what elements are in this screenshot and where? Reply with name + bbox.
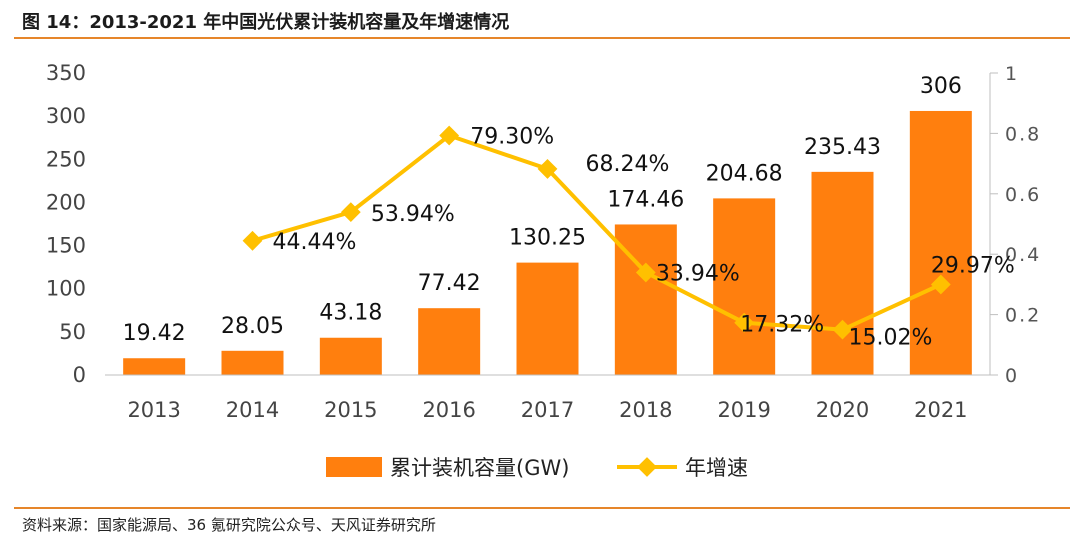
right-tick-label: 0.2	[1005, 305, 1041, 327]
left-tick-label: 200	[46, 190, 86, 214]
x-tick-label: 2020	[816, 398, 869, 422]
bar-value-label: 174.46	[607, 187, 684, 212]
left-tick-label: 100	[46, 277, 86, 301]
x-tick-label: 2014	[226, 398, 279, 422]
growth-marker	[930, 274, 951, 295]
bar-2020	[811, 171, 874, 375]
bar-value-label: 306	[920, 74, 962, 99]
x-tick-label: 2021	[914, 398, 967, 422]
x-tick-label: 2017	[521, 398, 574, 422]
bar-2019	[713, 198, 776, 375]
growth-value-label: 79.30%	[470, 125, 554, 150]
left-axis: 0 50 100 150 200 250 300 350	[46, 61, 86, 387]
growth-marker	[439, 125, 460, 146]
growth-value-label: 53.94%	[371, 202, 455, 227]
right-tick-label: 0.6	[1005, 184, 1041, 206]
legend-bar-label: 累计装机容量(GW)	[390, 456, 569, 480]
growth-value-label: 17.32%	[740, 313, 824, 338]
bar-2017	[516, 262, 579, 375]
source-rule	[14, 507, 1070, 509]
left-tick-label: 50	[59, 320, 86, 344]
bar-2021	[909, 110, 972, 376]
bar-value-label: 235.43	[804, 135, 881, 160]
left-tick-label: 150	[46, 234, 86, 258]
x-axis: 2013 2014 2015 2016 2017 2018 2019 2020 2021	[105, 374, 990, 422]
growth-labels: 44.44% 53.94% 79.30% 68.24% 33.94% 17.32% 15.0…	[273, 125, 1015, 351]
left-tick-label: 250	[46, 147, 86, 171]
x-tick-label: 2019	[717, 398, 770, 422]
source-note: 资料来源：国家能源局、36 氪研究院公众号、天风证券研究所	[22, 516, 436, 534]
bar-value-label: 204.68	[706, 161, 783, 186]
legend-line-marker	[637, 457, 657, 477]
legend-bar-swatch	[326, 457, 382, 477]
growth-marker	[635, 262, 656, 283]
growth-marker	[832, 319, 853, 340]
bar-value-label: 43.18	[319, 301, 382, 326]
growth-value-label: 68.24%	[586, 152, 670, 177]
x-tick-label: 2018	[619, 398, 672, 422]
legend-line-label: 年增速	[685, 456, 748, 480]
growth-value-label: 29.97%	[931, 253, 1015, 278]
growth-value-label: 33.94%	[656, 262, 740, 287]
left-tick-label: 350	[46, 61, 86, 85]
left-tick-label: 0	[73, 363, 86, 387]
bar-value-label: 19.42	[123, 321, 186, 346]
x-tick-label: 2016	[422, 398, 475, 422]
growth-marker	[734, 312, 755, 333]
bar-value-label: 28.05	[221, 314, 284, 339]
right-tick-label: 0.8	[1005, 123, 1041, 145]
bar-2016	[418, 308, 481, 375]
figure-title: 图 14：2013-2021 年中国光伏累计装机容量及年增速情况	[22, 12, 510, 33]
bar-value-label: 130.25	[509, 226, 586, 251]
x-tick-label: 2015	[324, 398, 377, 422]
left-tick-label: 300	[46, 104, 86, 128]
growth-value-label: 44.44%	[273, 230, 357, 255]
growth-value-label: 15.02%	[849, 326, 933, 351]
title-rule	[14, 37, 1070, 39]
right-tick-label: 0.4	[1005, 244, 1041, 266]
right-tick-label: 1	[1005, 63, 1019, 85]
x-tick-label: 2013	[127, 398, 180, 422]
growth-marker	[340, 202, 361, 223]
growth-marker	[242, 230, 263, 251]
bar-2015	[319, 337, 382, 375]
right-tick-label: 0	[1005, 365, 1019, 387]
legend: 累计装机容量(GW) 年增速	[326, 456, 748, 480]
bar-value-label: 77.42	[418, 271, 481, 296]
bar-labels: 19.42 28.05 43.18 77.42 130.25 174.46 204.68 23…	[123, 74, 962, 346]
right-axis: 0 0.2 0.4 0.6 0.8 1	[989, 63, 1041, 387]
bar-2013	[123, 358, 186, 375]
growth-line	[251, 133, 942, 332]
bar-2014	[221, 350, 284, 375]
